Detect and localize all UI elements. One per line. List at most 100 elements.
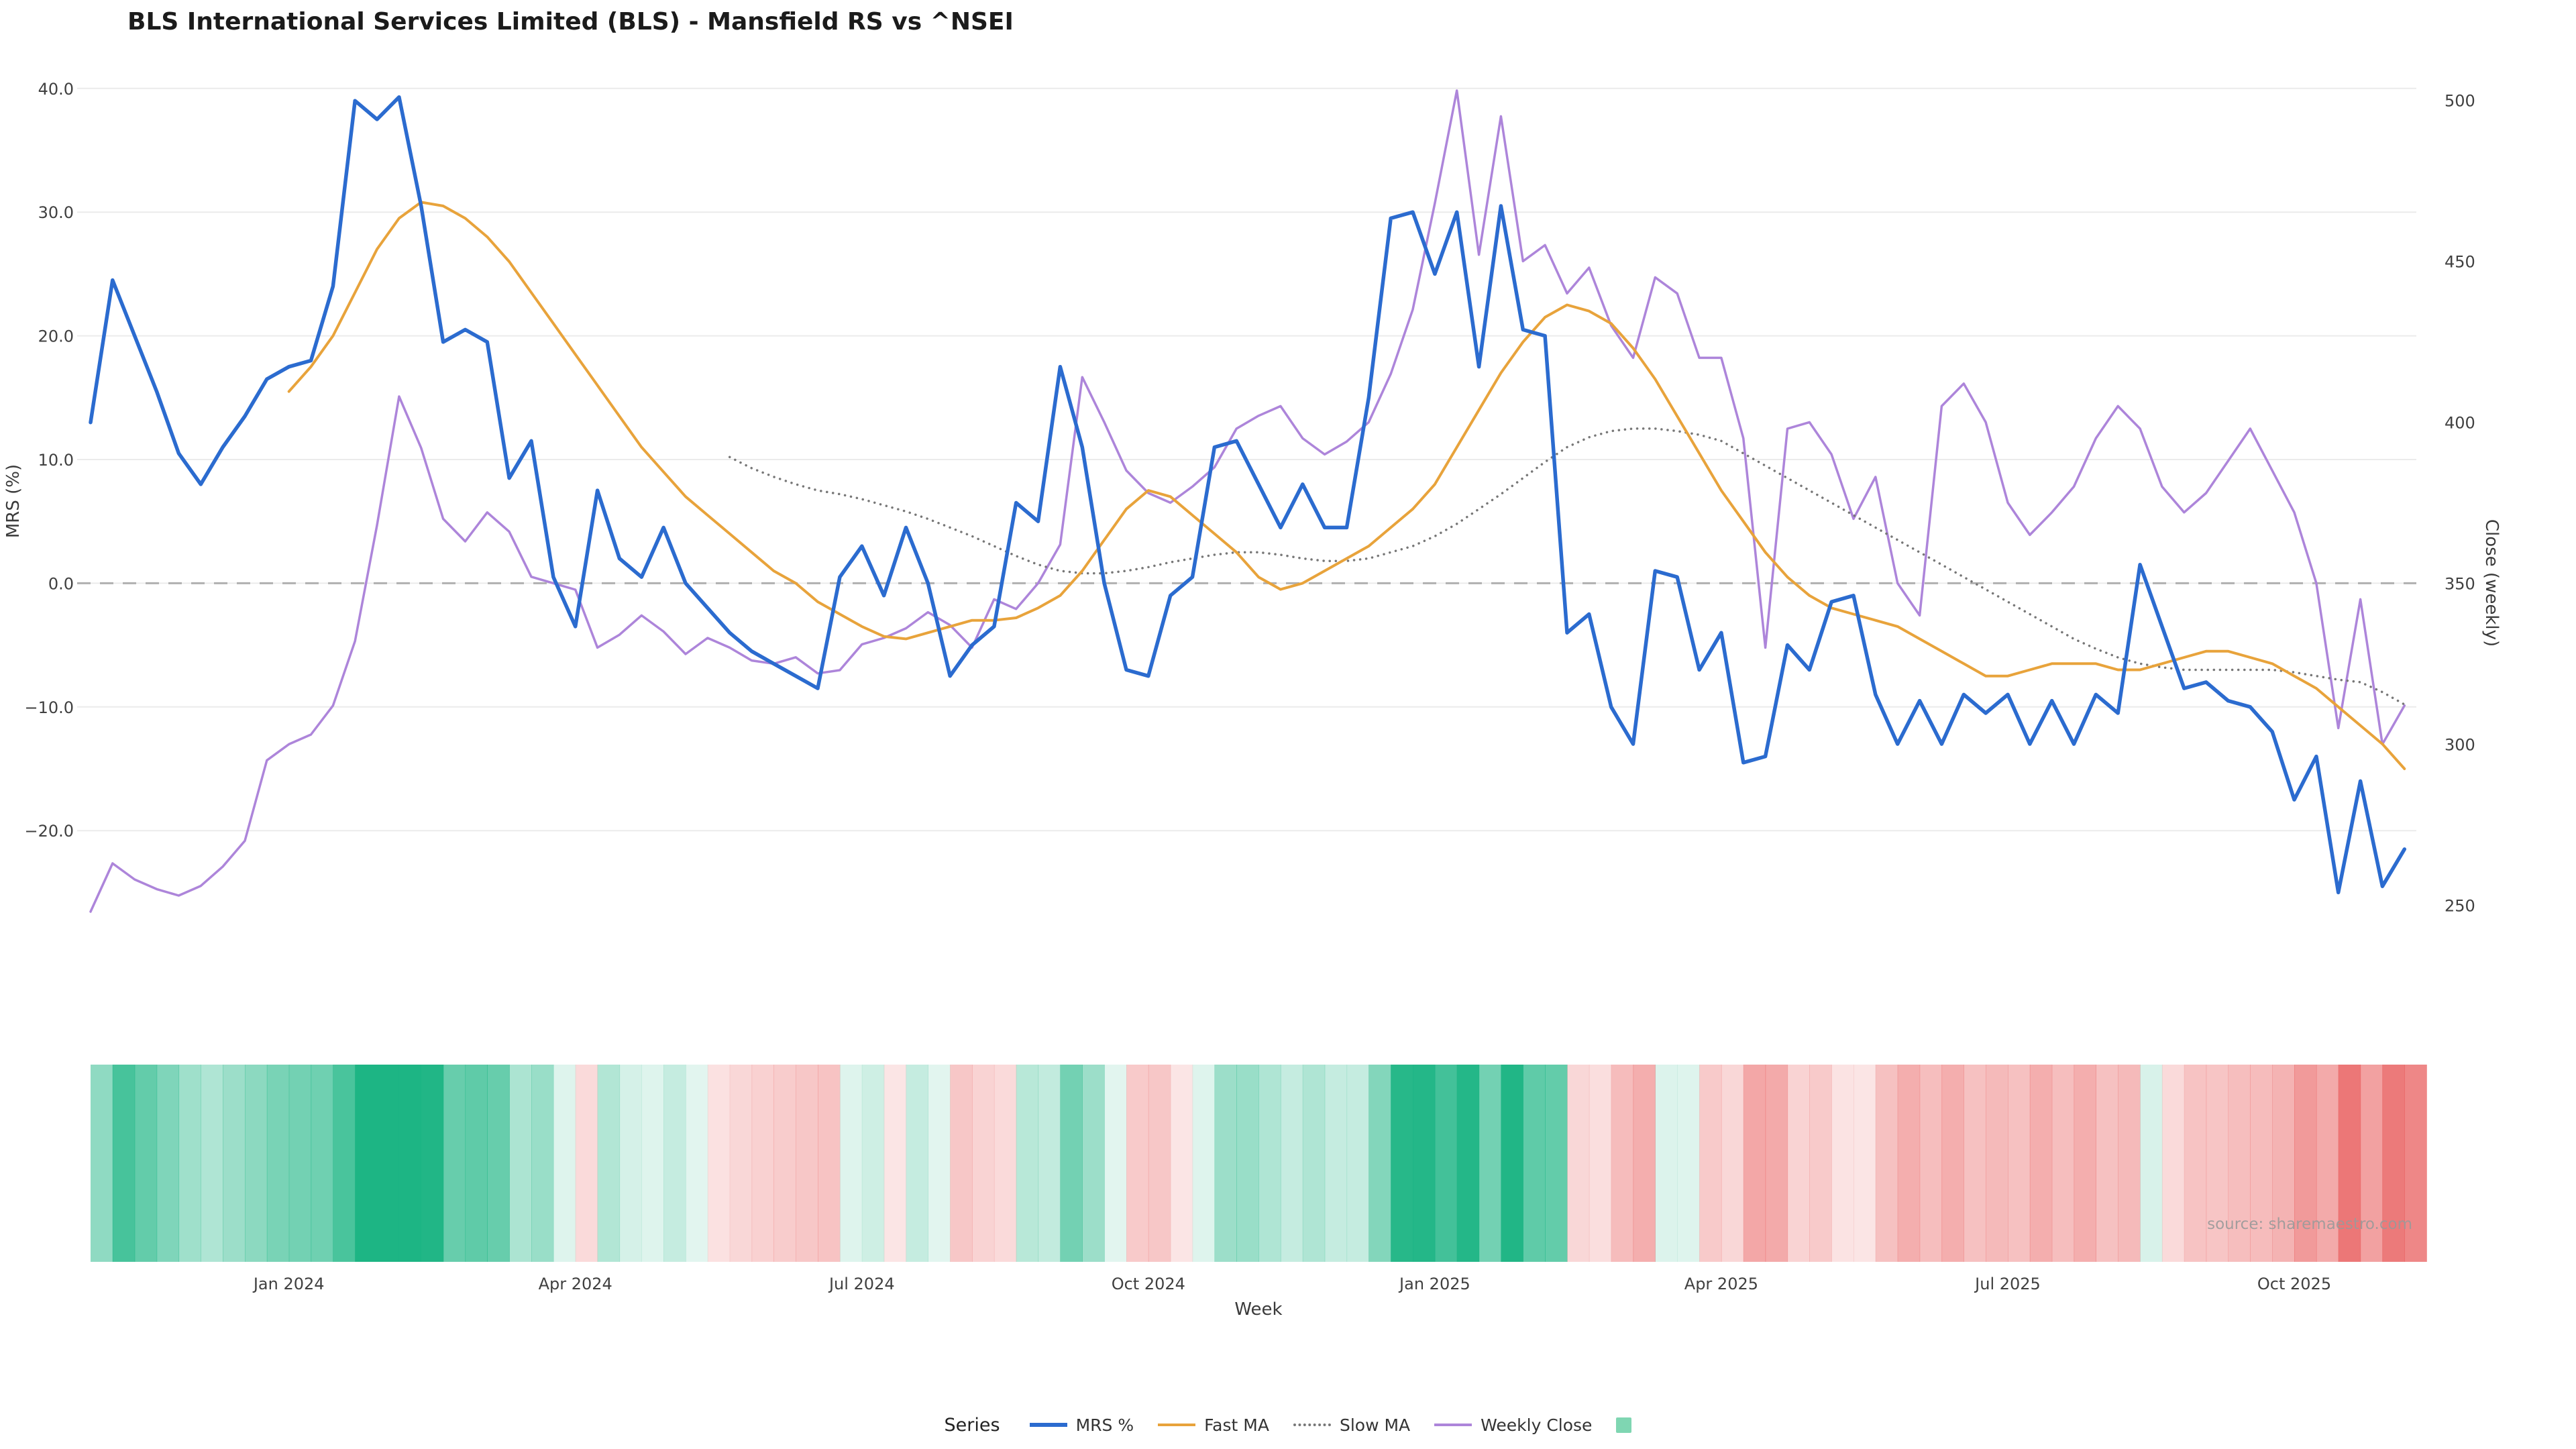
heatmap-cell xyxy=(1589,1065,1612,1262)
heatmap-cell xyxy=(1060,1065,1083,1262)
heatmap-cell xyxy=(1324,1065,1348,1262)
heatmap-cell xyxy=(1854,1065,1876,1262)
heatmap-cell xyxy=(641,1065,664,1262)
heatmap-cell xyxy=(91,1065,113,1262)
x-axis-tick-label: Jul 2024 xyxy=(828,1275,895,1293)
heatmap-cell xyxy=(1413,1065,1436,1262)
heatmap-cell xyxy=(1611,1065,1634,1262)
heatmap-cell xyxy=(2008,1065,2031,1262)
chart-title: BLS International Services Limited (BLS)… xyxy=(127,8,1014,36)
heatmap-cell xyxy=(1677,1065,1700,1262)
heatmap-cell xyxy=(1214,1065,1237,1262)
heatmap-cell xyxy=(707,1065,731,1262)
heatmap-cell xyxy=(1170,1065,1193,1262)
series-line-weekly-close xyxy=(89,89,2406,913)
left-axis-tick-label: 20.0 xyxy=(38,327,74,346)
heatmap-cell xyxy=(1258,1065,1281,1262)
heatmap-cell xyxy=(1391,1065,1413,1262)
x-axis-tick-label: Apr 2024 xyxy=(539,1275,612,1293)
legend-swatch-mrs xyxy=(1029,1423,1067,1427)
heatmap-cell xyxy=(201,1065,223,1262)
heatmap-cell xyxy=(2382,1065,2405,1262)
heatmap-cell xyxy=(288,1065,312,1262)
heatmap-cell xyxy=(134,1065,158,1262)
right-axis-tick-label: 350 xyxy=(2445,574,2475,593)
right-axis-tick-label: 500 xyxy=(2445,91,2475,110)
heatmap-cell xyxy=(2250,1065,2273,1262)
heatmap-cell xyxy=(1743,1065,1766,1262)
heatmap-cell xyxy=(1479,1065,1502,1262)
heatmap-cell xyxy=(112,1065,136,1262)
heatmap-cell xyxy=(994,1065,1017,1262)
legend-entry-slow-ma[interactable]: Slow MA xyxy=(1293,1415,1410,1435)
heatmap-cell xyxy=(751,1065,774,1262)
heatmap-cell xyxy=(1501,1065,1523,1262)
legend-title: Series xyxy=(944,1414,1000,1436)
heatmap-cell xyxy=(1897,1065,1921,1262)
heatmap-cell xyxy=(509,1065,532,1262)
heatmap-cell xyxy=(156,1065,180,1262)
legend-entry-weekly-close[interactable]: Weekly Close xyxy=(1434,1415,1592,1435)
heatmap-cell xyxy=(465,1065,488,1262)
heatmap-cell xyxy=(2360,1065,2383,1262)
heatmap-cell xyxy=(663,1065,686,1262)
heatmap-cell xyxy=(928,1065,951,1262)
heatmap-cell xyxy=(2206,1065,2229,1262)
heatmap-cell xyxy=(1964,1065,1986,1262)
heatmap-cell xyxy=(2074,1065,2096,1262)
heatmap-cell xyxy=(1434,1065,1458,1262)
heatmap-cell xyxy=(1721,1065,1744,1262)
legend-label-weekly-close: Weekly Close xyxy=(1481,1415,1593,1435)
legend-swatch-slow-ma xyxy=(1293,1424,1331,1426)
x-axis-tick-label: Jan 2024 xyxy=(252,1275,325,1293)
heatmap-cell xyxy=(2338,1065,2361,1262)
x-axis-title: Week xyxy=(1234,1299,1282,1320)
right-axis-tick-label: 450 xyxy=(2445,252,2475,271)
heatmap-cell xyxy=(443,1065,466,1262)
heatmap-cell xyxy=(839,1065,863,1262)
heatmap-cell xyxy=(1456,1065,1480,1262)
heatmap-cell xyxy=(1545,1065,1568,1262)
heatmap-cell xyxy=(1941,1065,1964,1262)
heatmap-cell xyxy=(1192,1065,1215,1262)
heatmap-cell xyxy=(1875,1065,1898,1262)
heatmap-cell xyxy=(1809,1065,1832,1262)
heatmap-cell xyxy=(906,1065,928,1262)
heatmap-cell xyxy=(950,1065,973,1262)
heatmap-cell xyxy=(1633,1065,1656,1262)
left-axis-tick-label: 30.0 xyxy=(38,203,74,222)
heatmap-cell xyxy=(2272,1065,2295,1262)
heatmap-cell xyxy=(1986,1065,2008,1262)
x-axis-tick-label: Jul 2025 xyxy=(1974,1275,2041,1293)
legend-entry-heatmap[interactable] xyxy=(1616,1417,1632,1433)
series-line-fast-ma xyxy=(287,201,2406,770)
heatmap-cell xyxy=(1765,1065,1788,1262)
right-axis-tick-label: 400 xyxy=(2445,413,2475,432)
right-axis-tick-label: 250 xyxy=(2445,896,2475,915)
heatmap-cell xyxy=(883,1065,907,1262)
legend-label-fast-ma: Fast MA xyxy=(1204,1415,1269,1435)
heatmap-cell xyxy=(2294,1065,2317,1262)
series-line-mrs xyxy=(89,95,2407,895)
chart-generated-layer: 40.0 30.0 20.0 10.0 0.0 −10.0 −20.0 500 450 400 35… xyxy=(24,80,2475,1293)
x-axis-tick-label: Oct 2025 xyxy=(2257,1275,2331,1293)
heatmap-cell xyxy=(1126,1065,1149,1262)
heatmap-cell xyxy=(1302,1065,1326,1262)
heatmap-cell xyxy=(398,1065,422,1262)
heatmap-cell xyxy=(1368,1065,1391,1262)
heatmap-cell xyxy=(1523,1065,1546,1262)
legend-entry-fast-ma[interactable]: Fast MA xyxy=(1158,1415,1269,1435)
heatmap-cell xyxy=(796,1065,818,1262)
heatmap-cell xyxy=(355,1065,378,1262)
legend-entry-mrs[interactable]: MRS % xyxy=(1029,1415,1134,1435)
heatmap-cell xyxy=(1016,1065,1039,1262)
heatmap-cell xyxy=(421,1065,444,1262)
legend-swatch-weekly-close xyxy=(1434,1424,1472,1426)
heatmap-cell xyxy=(2096,1065,2118,1262)
left-axis-tick-label: 40.0 xyxy=(38,80,74,99)
heatmap-cell xyxy=(2184,1065,2207,1262)
heatmap-cell xyxy=(531,1065,554,1262)
heatmap-cell xyxy=(2316,1065,2339,1262)
